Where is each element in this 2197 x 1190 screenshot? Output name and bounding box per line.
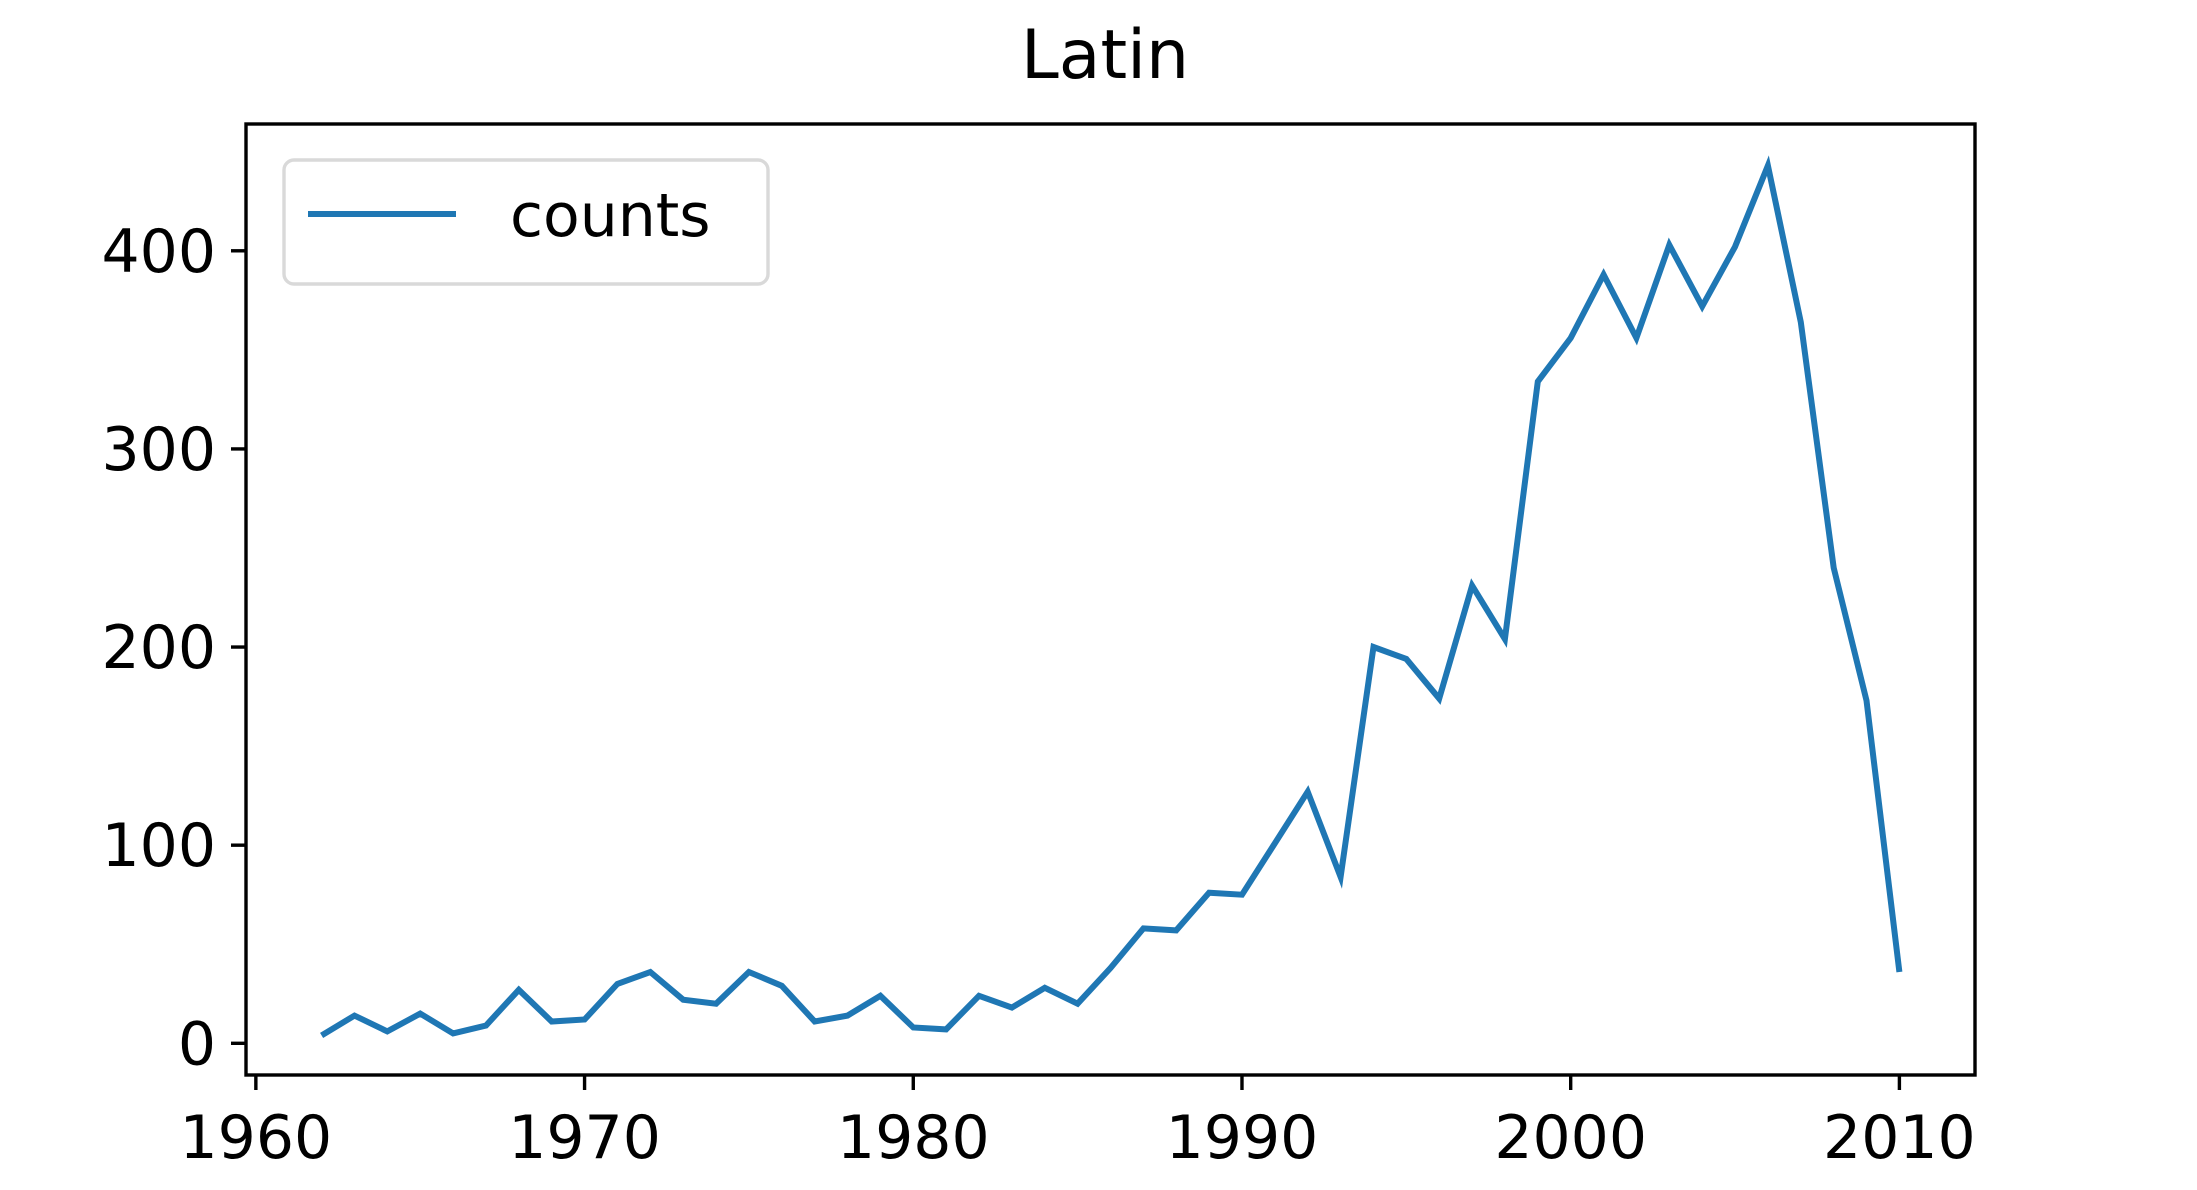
series-line-counts [320,155,1903,1038]
y-tick-label: 400 [101,217,216,287]
legend-box [282,158,770,286]
x-tick-label: 2010 [1823,1103,1976,1173]
y-tick-label: 200 [101,613,216,683]
x-tick-label: 1970 [508,1103,661,1173]
legend: counts [282,158,770,286]
x-tick-label: 1960 [180,1103,333,1173]
x-tick-label: 2000 [1494,1103,1647,1173]
y-tick-label: 100 [101,811,216,881]
x-axis: 1960 1970 1980 1990 2000 2010 [180,1075,1976,1173]
y-tick-label: 0 [178,1009,216,1079]
axes-frame [244,122,1977,1077]
y-tick-label: 300 [101,415,216,485]
plot-area [320,155,1903,1038]
y-axis: 0 100 200 300 400 [101,217,246,1079]
legend-label-counts: counts [510,181,711,251]
x-tick-label: 1980 [837,1103,990,1173]
x-tick-label: 1990 [1166,1103,1319,1173]
chart-title: Latin [1021,16,1189,95]
